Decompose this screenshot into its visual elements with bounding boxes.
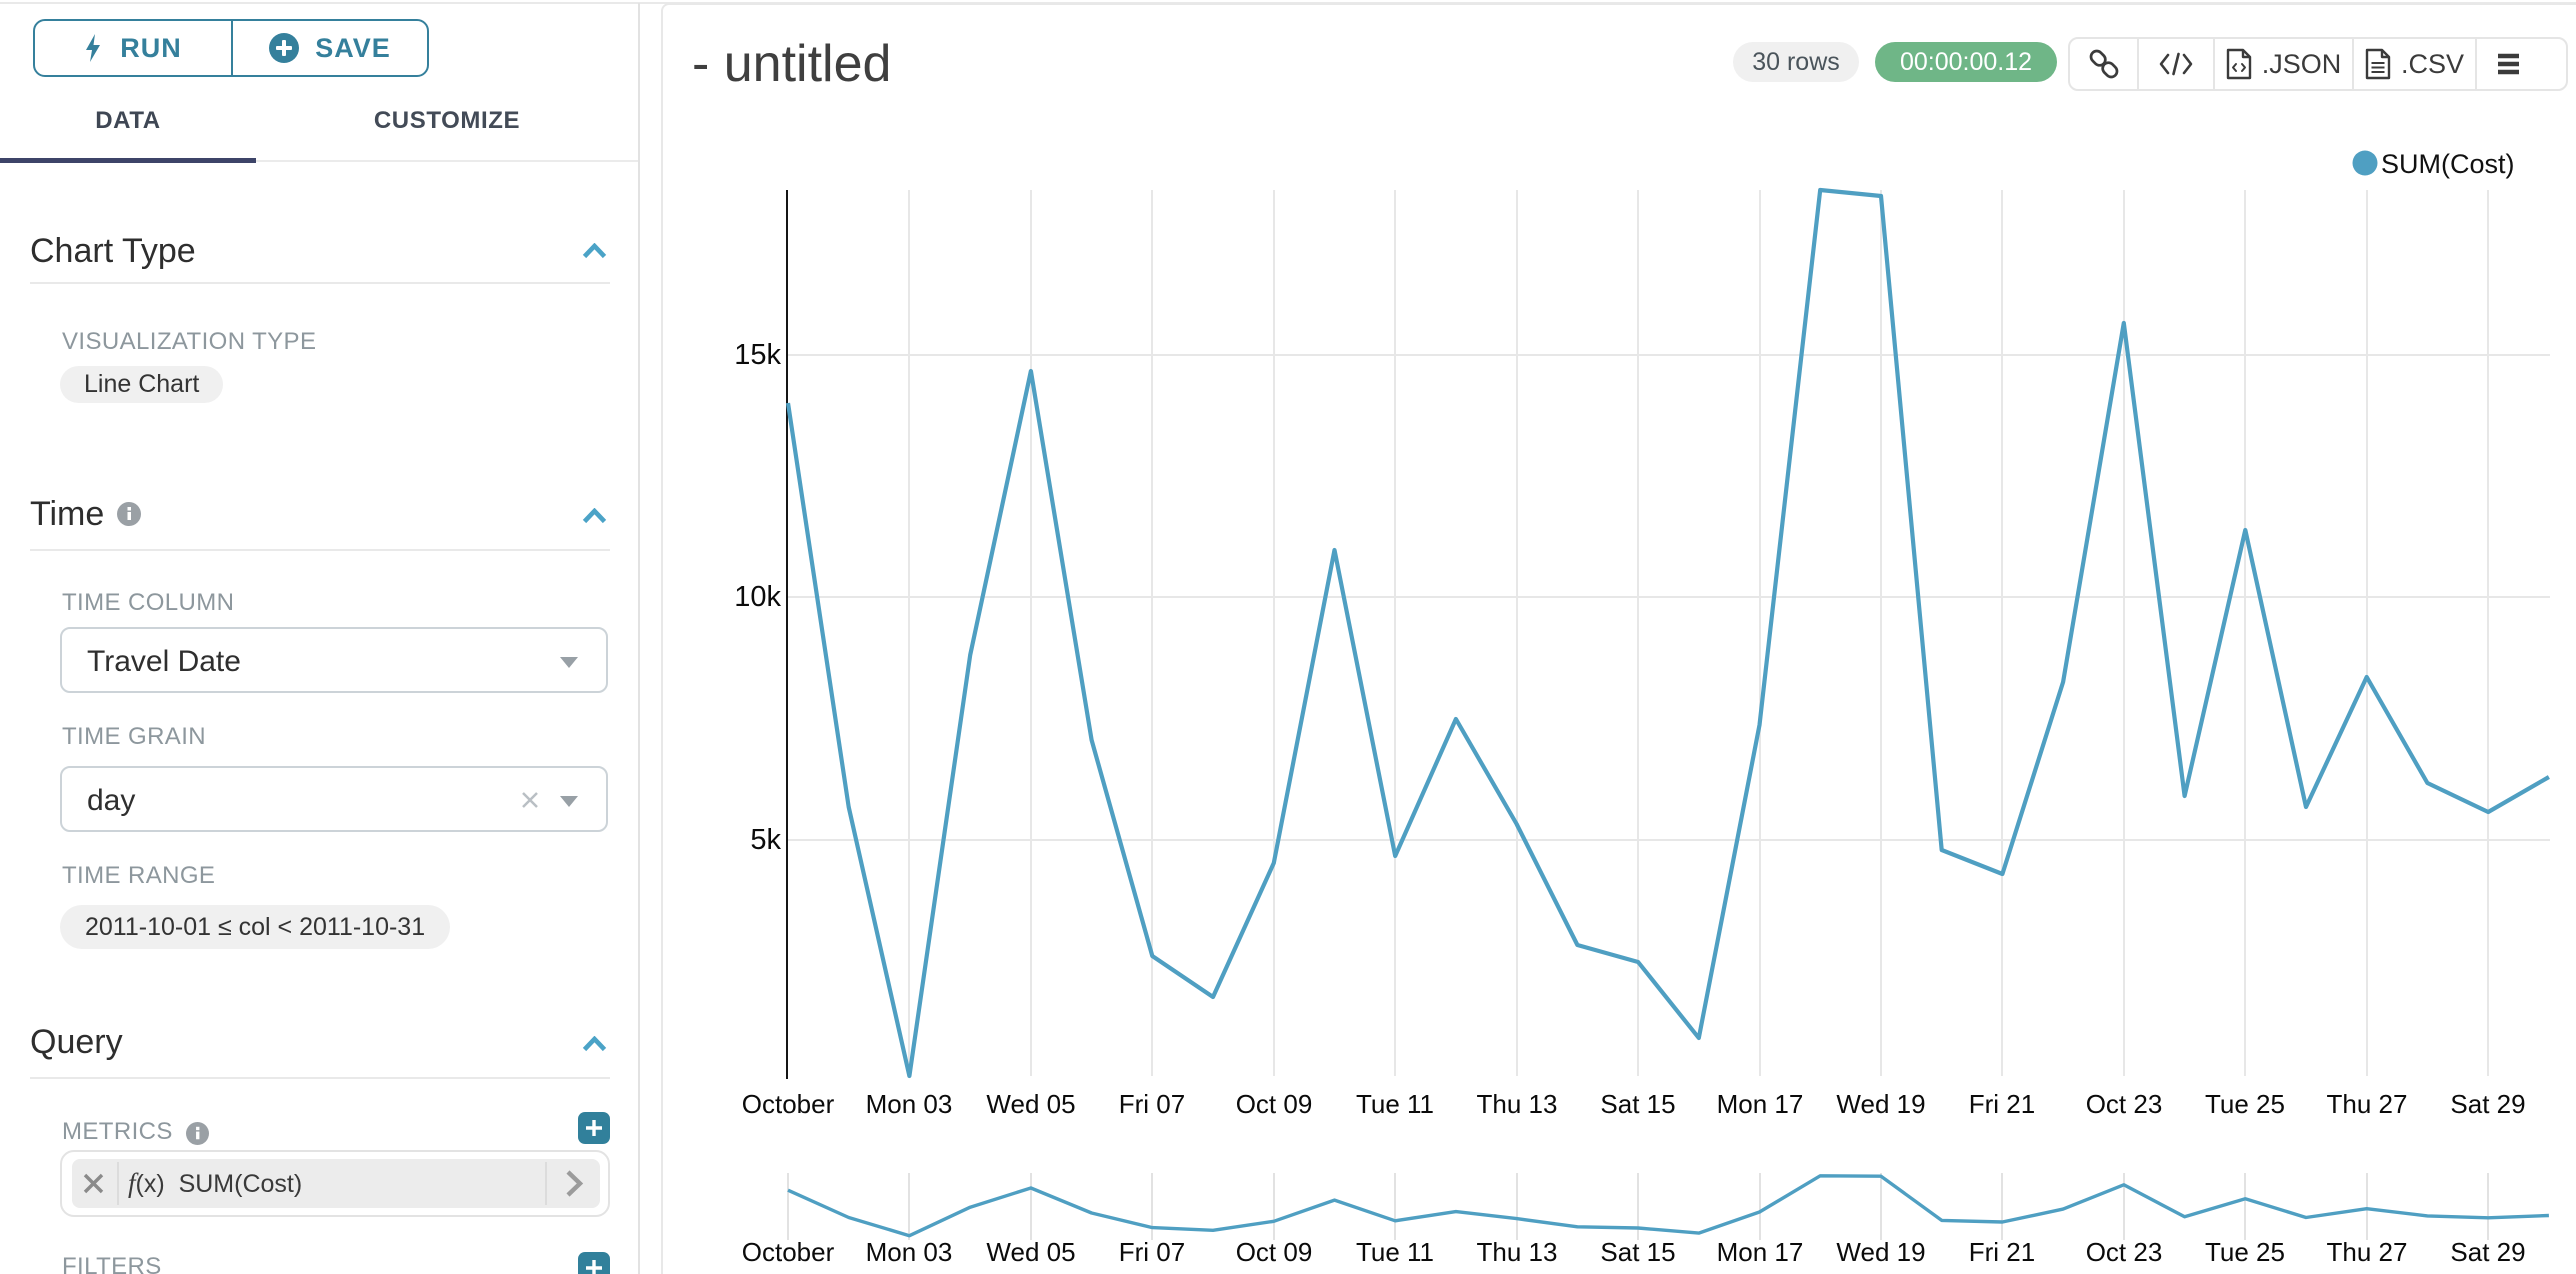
svg-text:October: October <box>742 1089 835 1119</box>
svg-text:Wed 19: Wed 19 <box>1836 1089 1925 1119</box>
svg-text:Mon 17: Mon 17 <box>1717 1089 1804 1119</box>
svg-text:Oct 23: Oct 23 <box>2086 1237 2163 1267</box>
svg-text:Sat 29: Sat 29 <box>2450 1089 2525 1119</box>
svg-text:Fri 21: Fri 21 <box>1969 1237 2035 1267</box>
svg-text:10k: 10k <box>734 581 781 613</box>
svg-text:Oct 23: Oct 23 <box>2086 1089 2163 1119</box>
svg-text:Wed 05: Wed 05 <box>986 1089 1075 1119</box>
svg-text:Thu 13: Thu 13 <box>1477 1089 1558 1119</box>
svg-text:Mon 03: Mon 03 <box>866 1237 953 1267</box>
svg-text:Tue 25: Tue 25 <box>2205 1237 2285 1267</box>
svg-text:Tue 25: Tue 25 <box>2205 1089 2285 1119</box>
svg-text:Thu 13: Thu 13 <box>1477 1237 1558 1267</box>
svg-text:Sat 15: Sat 15 <box>1600 1089 1675 1119</box>
svg-text:SUM(Cost): SUM(Cost) <box>2381 149 2515 179</box>
svg-text:Mon 03: Mon 03 <box>866 1089 953 1119</box>
svg-text:Tue 11: Tue 11 <box>1356 1089 1434 1119</box>
svg-text:Sat 15: Sat 15 <box>1600 1237 1675 1267</box>
svg-text:Fri 07: Fri 07 <box>1119 1089 1185 1119</box>
svg-text:Wed 19: Wed 19 <box>1836 1237 1925 1267</box>
svg-text:Tue 11: Tue 11 <box>1356 1237 1434 1267</box>
svg-text:Oct 09: Oct 09 <box>1236 1089 1313 1119</box>
svg-text:Thu 27: Thu 27 <box>2327 1237 2408 1267</box>
svg-text:Mon 17: Mon 17 <box>1717 1237 1804 1267</box>
svg-text:Fri 07: Fri 07 <box>1119 1237 1185 1267</box>
svg-text:October: October <box>742 1237 835 1267</box>
svg-text:Wed 05: Wed 05 <box>986 1237 1075 1267</box>
svg-text:Fri 21: Fri 21 <box>1969 1089 2035 1119</box>
svg-text:Sat 29: Sat 29 <box>2450 1237 2525 1267</box>
svg-text:5k: 5k <box>750 824 781 856</box>
svg-text:15k: 15k <box>734 339 781 371</box>
svg-text:Thu 27: Thu 27 <box>2327 1089 2408 1119</box>
svg-text:Oct 09: Oct 09 <box>1236 1237 1313 1267</box>
